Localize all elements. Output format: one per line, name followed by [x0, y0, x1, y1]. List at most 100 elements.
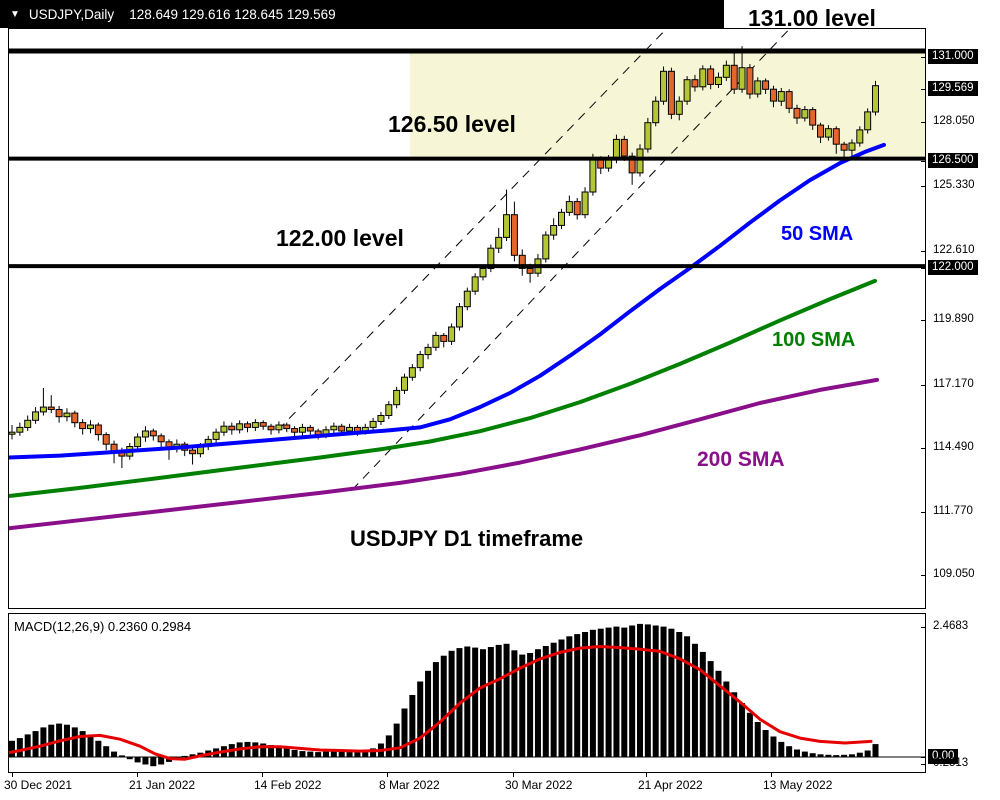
axis-price-label: 131.000: [928, 49, 978, 64]
candle: [471, 276, 479, 292]
macd-bar: [346, 752, 353, 757]
candle: [605, 159, 613, 169]
axis-price-label: 109.050: [933, 568, 975, 580]
candle: [817, 124, 825, 138]
candle: [448, 326, 456, 342]
macd-bar: [48, 724, 55, 757]
axis-price-label: 122.000: [928, 260, 978, 275]
macd-bar: [542, 646, 549, 757]
candle: [872, 85, 879, 113]
macd-bar: [24, 734, 31, 757]
macd-bar: [574, 634, 581, 757]
candle: [762, 80, 770, 90]
price-chart-canvas[interactable]: [7, 19, 925, 608]
axis-date-label: 30 Mar 2022: [505, 778, 573, 792]
symbol-dropdown-icon[interactable]: ▼: [10, 8, 20, 20]
candle: [401, 376, 408, 391]
macd-bar: [621, 627, 628, 757]
candle: [691, 79, 699, 88]
macd-bar: [786, 746, 793, 757]
trendline-dashed-2: [351, 21, 797, 491]
candle: [565, 201, 573, 213]
macd-bar: [534, 649, 541, 757]
axis-tick: [921, 764, 926, 765]
macd-bar: [833, 755, 840, 757]
candle: [134, 436, 142, 448]
macd-indicator-label: MACD(12,26,9) 0.2360 0.2984: [14, 619, 192, 634]
candle: [667, 70, 675, 115]
price-chart-panel[interactable]: [7, 19, 926, 609]
time-axis-tick: [513, 772, 514, 777]
macd-panel[interactable]: [7, 613, 926, 773]
macd-bar: [637, 623, 643, 757]
candle: [87, 424, 94, 430]
candle: [801, 109, 809, 119]
macd-bar: [134, 757, 141, 763]
candle: [746, 67, 754, 95]
macd-canvas[interactable]: [7, 614, 925, 772]
axis-price-label: 126.500: [928, 153, 978, 168]
macd-bar: [589, 629, 596, 757]
macd-bar: [32, 731, 39, 757]
candle: [71, 412, 79, 424]
macd-bar: [291, 750, 298, 757]
candle: [864, 111, 872, 131]
candle: [832, 128, 840, 145]
macd-bar: [691, 643, 698, 757]
axis-tick: [921, 385, 926, 386]
candle: [189, 449, 197, 455]
axis-price-label: 129.569: [928, 81, 978, 96]
axis-price-label: 2.4683: [933, 620, 969, 632]
candle: [683, 79, 691, 102]
macd-bar: [417, 681, 424, 757]
macd-bar: [668, 628, 675, 757]
candle: [393, 389, 401, 406]
candle: [840, 143, 848, 151]
candle: [79, 422, 87, 430]
candle: [24, 419, 32, 428]
macd-bar: [79, 731, 86, 757]
candle: [385, 404, 393, 417]
axis-tick: [921, 627, 926, 628]
axis-tick: [921, 268, 926, 269]
time-axis-tick: [646, 772, 647, 777]
macd-bar: [464, 646, 471, 757]
candle: [510, 214, 518, 256]
candle: [463, 290, 471, 308]
candle: [824, 128, 832, 138]
axis-tick: [921, 575, 926, 576]
macd-bar: [354, 751, 361, 757]
macd-bar: [142, 757, 149, 765]
macd-bar: [495, 644, 502, 757]
macd-bar: [699, 651, 706, 757]
macd-bar: [362, 750, 369, 757]
candle: [346, 426, 354, 432]
candle: [424, 346, 432, 356]
macd-bar: [87, 735, 94, 757]
candle: [94, 424, 102, 436]
candle: [809, 109, 817, 126]
macd-bar: [503, 643, 510, 757]
macd-bar: [118, 755, 125, 757]
macd-bar: [409, 695, 416, 757]
macd-bar: [425, 670, 432, 757]
candle: [244, 423, 251, 428]
macd-bar: [511, 650, 518, 757]
candle: [275, 424, 283, 431]
candle: [675, 100, 683, 115]
axis-price-label: 125.330: [933, 179, 975, 191]
macd-bar: [660, 626, 667, 757]
macd-bar: [9, 740, 15, 757]
axis-price-label: 122.610: [933, 244, 975, 256]
candle: [526, 268, 534, 274]
candle: [432, 334, 440, 348]
candle: [212, 431, 220, 440]
candle: [416, 354, 424, 369]
macd-bar: [487, 647, 494, 757]
candle: [157, 435, 165, 443]
axis-date-label: 13 May 2022: [763, 778, 833, 792]
sma-line-100: [7, 278, 877, 498]
candle: [699, 68, 707, 88]
axis-price-label: 128.050: [933, 115, 975, 127]
macd-bar: [848, 754, 855, 757]
